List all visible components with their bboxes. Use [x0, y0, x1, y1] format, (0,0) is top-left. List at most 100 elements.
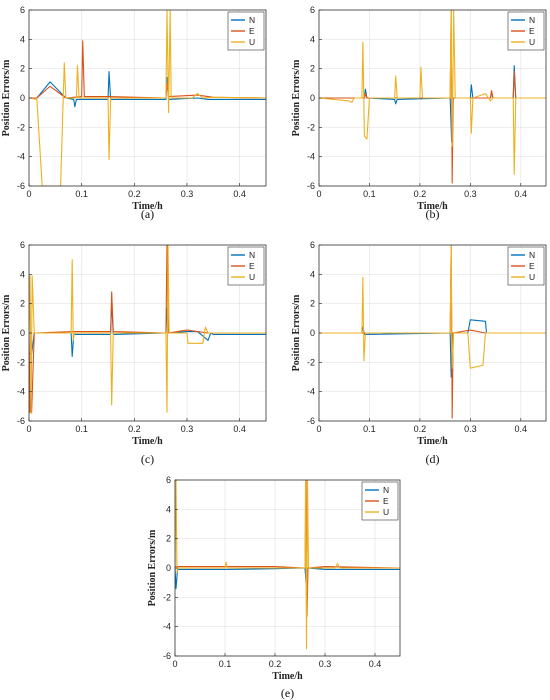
- panel-caption: (c): [141, 452, 154, 466]
- x-tick-label: 0.4: [369, 659, 382, 669]
- y-tick-label: 4: [310, 269, 315, 279]
- legend-label-U: U: [383, 507, 389, 517]
- legend-label-E: E: [249, 261, 255, 271]
- series-line-E: [29, 245, 266, 413]
- legend-label-E: E: [529, 261, 535, 271]
- legend-label-N: N: [383, 485, 389, 495]
- legend-label-U: U: [249, 272, 255, 282]
- y-tick-label: -2: [17, 122, 25, 132]
- y-tick-label: 6: [20, 5, 25, 15]
- y-tick-label: 6: [310, 5, 315, 15]
- y-tick-label: 2: [166, 534, 171, 544]
- panel-caption: (b): [426, 207, 440, 221]
- legend-label-N: N: [529, 250, 535, 260]
- x-tick-label: 0.2: [128, 424, 141, 434]
- y-tick-label: -2: [307, 122, 315, 132]
- x-axis-label: Time/h: [132, 201, 163, 212]
- x-tick-label: 0.4: [233, 424, 246, 434]
- x-tick-label: 0.3: [181, 189, 194, 199]
- legend-label-E: E: [529, 26, 535, 36]
- x-tick-label: 0: [26, 189, 31, 199]
- series-line-E: [175, 480, 400, 617]
- y-axis-label: Position Errors/m: [1, 59, 12, 136]
- y-tick-label: 2: [20, 64, 25, 74]
- chart-panel-1: 0 0.1 0.2 0.3 0.4 -6 -4 -2 0 2 4 6 Time/h Position Er…: [1, 5, 267, 221]
- legend-label-U: U: [249, 37, 255, 47]
- y-tick-label: -4: [17, 152, 25, 162]
- y-tick-label: -4: [17, 387, 25, 397]
- series-line-U: [29, 245, 266, 415]
- series-line-U: [319, 245, 546, 369]
- chart-panel-2: 0 0.1 0.2 0.3 0.4 -6 -4 -2 0 2 4 6 Time/h Position Er…: [291, 5, 547, 221]
- x-axis-label: Time/h: [132, 436, 163, 447]
- legend: NEU: [361, 481, 399, 521]
- y-tick-label: 0: [310, 328, 315, 338]
- x-tick-label: 0.4: [233, 189, 246, 199]
- y-tick-label: 4: [20, 269, 25, 279]
- y-tick-label: 4: [166, 504, 171, 514]
- x-tick-label: 0: [26, 424, 31, 434]
- legend-label-E: E: [249, 26, 255, 36]
- legend: NEU: [507, 11, 545, 51]
- chart-panel-4: 0 0.1 0.2 0.3 0.4 -6 -4 -2 0 2 4 6 Time/h Position Er…: [291, 240, 547, 466]
- y-tick-label: -6: [17, 416, 25, 426]
- panel-caption: (d): [426, 452, 440, 466]
- y-tick-label: 6: [20, 240, 25, 250]
- y-tick-label: 4: [20, 34, 25, 44]
- y-tick-label: -4: [163, 622, 171, 632]
- y-tick-label: -6: [307, 416, 315, 426]
- x-tick-label: 0.3: [319, 659, 332, 669]
- x-tick-label: 0: [316, 189, 321, 199]
- y-tick-label: -6: [307, 181, 315, 191]
- y-tick-label: -2: [163, 592, 171, 602]
- y-tick-label: 2: [310, 299, 315, 309]
- x-tick-label: 0.1: [363, 424, 376, 434]
- legend-label-N: N: [249, 15, 255, 25]
- y-tick-label: -6: [163, 651, 171, 661]
- x-tick-label: 0: [172, 659, 177, 669]
- y-axis-label: Position Errors/m: [291, 59, 302, 136]
- x-tick-label: 0.2: [128, 189, 141, 199]
- panel-caption: (a): [141, 207, 154, 221]
- chart-panel-5: 0 0.1 0.2 0.3 0.4 -6 -4 -2 0 2 4 6 Time/h Position Er…: [147, 475, 401, 700]
- y-tick-label: -2: [307, 357, 315, 367]
- y-tick-label: 0: [20, 328, 25, 338]
- x-tick-label: 0.1: [75, 189, 88, 199]
- panel-caption: (e): [281, 686, 294, 700]
- x-tick-label: 0.4: [515, 189, 528, 199]
- x-tick-label: 0.2: [414, 424, 427, 434]
- legend-label-E: E: [383, 496, 389, 506]
- legend-label-U: U: [529, 37, 535, 47]
- series-line-U: [175, 480, 400, 650]
- legend: NEU: [507, 246, 545, 286]
- legend-label-N: N: [529, 15, 535, 25]
- x-tick-label: 0.3: [464, 189, 477, 199]
- x-tick-label: 0.2: [269, 659, 282, 669]
- legend: NEU: [227, 246, 265, 286]
- x-axis-label: Time/h: [417, 201, 448, 212]
- y-axis-label: Position Errors/m: [291, 294, 302, 371]
- y-tick-label: 2: [310, 64, 315, 74]
- legend-label-N: N: [249, 250, 255, 260]
- series-line-E: [29, 40, 266, 99]
- series-line-U: [29, 10, 266, 186]
- x-axis-label: Time/h: [417, 436, 448, 447]
- y-tick-label: -4: [307, 387, 315, 397]
- chart-panel-3: 0 0.1 0.2 0.3 0.4 -6 -4 -2 0 2 4 6 Time/h Position Er…: [1, 240, 267, 466]
- x-tick-label: 0.4: [515, 424, 528, 434]
- y-tick-label: 4: [310, 34, 315, 44]
- legend-label-U: U: [529, 272, 535, 282]
- y-tick-label: 0: [166, 563, 171, 573]
- y-axis-label: Position Errors/m: [1, 294, 12, 371]
- x-tick-label: 0.1: [75, 424, 88, 434]
- series-line-N: [29, 71, 266, 108]
- x-tick-label: 0: [316, 424, 321, 434]
- y-axis-label: Position Errors/m: [147, 529, 158, 606]
- y-tick-label: -2: [17, 357, 25, 367]
- y-tick-label: 0: [20, 93, 25, 103]
- y-tick-label: 6: [310, 240, 315, 250]
- x-axis-label: Time/h: [272, 671, 303, 682]
- legend: NEU: [227, 11, 265, 51]
- x-tick-label: 0.1: [363, 189, 376, 199]
